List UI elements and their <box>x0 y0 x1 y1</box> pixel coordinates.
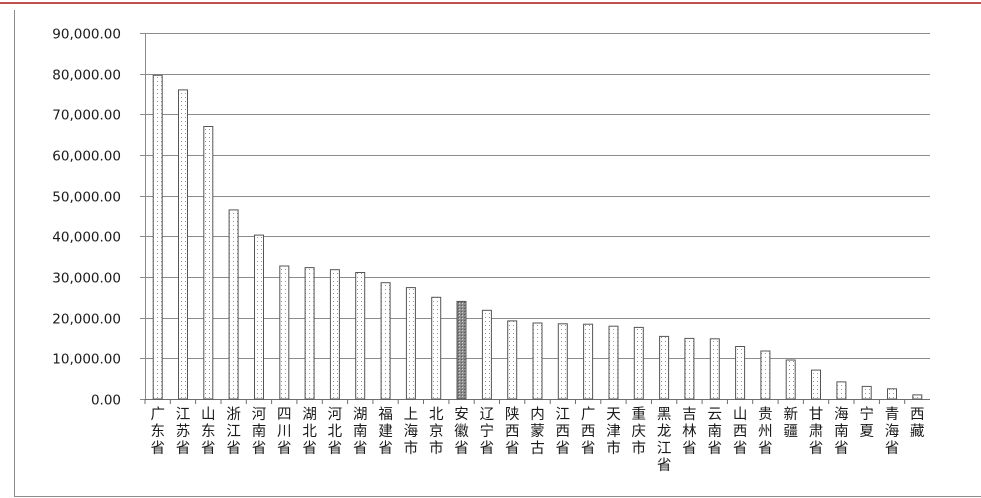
y-tick-label: 50,000.00 <box>52 190 121 206</box>
x-category-label: 江苏省 <box>176 406 191 457</box>
bar <box>735 346 746 400</box>
x-category-label: 北京市 <box>429 406 444 457</box>
bar <box>279 265 290 400</box>
bar <box>633 326 644 400</box>
x-category-label: 广西省 <box>581 406 596 457</box>
y-tick-label: 0.00 <box>91 393 121 409</box>
x-category-label: 四川省 <box>277 407 292 457</box>
x-category-label: 辽宁省 <box>480 406 495 457</box>
bar <box>912 394 923 400</box>
bar <box>254 234 264 400</box>
x-category-label: 新疆 <box>783 406 798 440</box>
bar <box>304 267 315 400</box>
bar <box>887 388 897 400</box>
x-category-label: 吉林省 <box>682 406 697 457</box>
bar <box>355 272 366 400</box>
x-category-label: 宁夏 <box>859 406 874 440</box>
x-category-label: 安徽省 <box>454 406 469 457</box>
bar <box>709 338 720 400</box>
x-category-label: 浙江省 <box>226 406 241 457</box>
x-category-label: 黑龙江省 <box>657 407 672 474</box>
bar <box>811 369 821 400</box>
x-category-label: 湖南省 <box>353 406 368 457</box>
y-tick-label: 10,000.00 <box>52 352 121 368</box>
x-category-label: 山东省 <box>201 406 216 457</box>
bar <box>431 296 442 400</box>
bar <box>405 287 416 400</box>
top-accent-line <box>0 2 981 4</box>
bar <box>456 300 467 400</box>
bar <box>684 337 695 400</box>
x-category-label: 上海市 <box>404 406 419 457</box>
x-category-label: 海南省 <box>834 406 849 457</box>
bar <box>760 350 771 400</box>
x-category-label: 湖北省 <box>302 406 317 457</box>
bar <box>507 320 518 400</box>
y-tick-label: 40,000.00 <box>52 230 121 246</box>
x-category-label: 云南省 <box>708 407 723 457</box>
bar <box>557 323 568 400</box>
bars <box>152 74 923 400</box>
bar <box>380 282 391 400</box>
category-labels: 广东省江苏省山东省浙江省河南省四川省湖北省河北省湖南省福建省上海市北京市安徽省辽… <box>150 406 925 474</box>
y-tick-label: 70,000.00 <box>52 108 121 124</box>
bar <box>178 89 188 400</box>
bar <box>481 309 492 400</box>
bar <box>228 209 239 400</box>
x-category-label: 陕西省 <box>505 406 520 457</box>
y-tick-label: 90,000.00 <box>52 27 121 43</box>
x-category-label: 贵州省 <box>758 406 773 457</box>
y-tick-label: 30,000.00 <box>52 271 121 287</box>
x-category-label: 西藏 <box>910 407 925 440</box>
y-tick-labels: 0.00 10,000.00 20,000.00 30,000.00 40,000.00… <box>52 27 121 409</box>
x-category-label: 河南省 <box>252 406 267 457</box>
chart-frame <box>14 10 981 497</box>
bar <box>203 126 214 400</box>
y-tick-label: 60,000.00 <box>52 149 121 165</box>
x-category-label: 甘肃省 <box>809 406 824 457</box>
bar <box>861 385 872 400</box>
x-category-label: 江西省 <box>556 406 571 457</box>
x-category-label: 青海省 <box>885 406 900 457</box>
bar <box>608 325 619 400</box>
x-category-label: 内蒙古 <box>530 406 545 457</box>
bar <box>836 381 847 400</box>
bar <box>659 335 670 400</box>
gridlines <box>145 33 930 359</box>
bar <box>152 74 163 400</box>
bar <box>583 323 594 400</box>
bar <box>532 322 543 400</box>
bar <box>785 359 796 400</box>
x-category-label: 天津市 <box>606 407 621 457</box>
y-tick-label: 20,000.00 <box>52 312 121 328</box>
x-category-label: 山西省 <box>733 406 748 457</box>
x-category-label: 重庆市 <box>632 406 647 457</box>
y-tick-label: 80,000.00 <box>52 68 121 84</box>
bar <box>329 269 340 400</box>
x-category-label: 福建省 <box>378 406 393 457</box>
x-category-label: 河北省 <box>328 406 343 457</box>
x-category-label: 广东省 <box>150 406 165 457</box>
